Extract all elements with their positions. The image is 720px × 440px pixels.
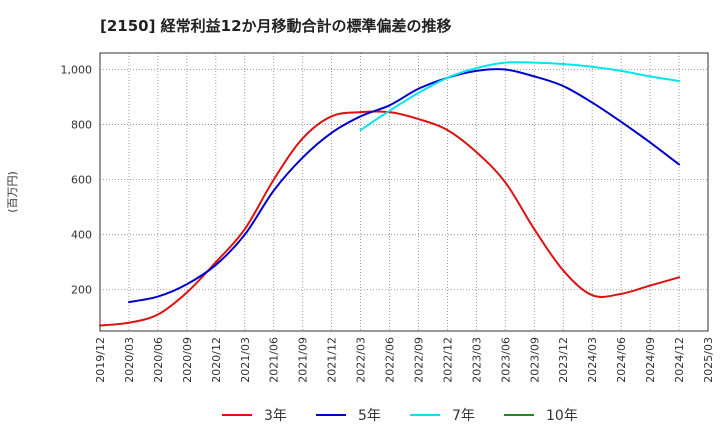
x-tick-label: 2020/12 — [210, 337, 223, 383]
series-line-0 — [99, 110, 681, 327]
x-tick-label: 2024/09 — [644, 337, 657, 383]
x-tick-label: 2023/03 — [470, 337, 483, 383]
series-line-2 — [359, 61, 681, 132]
x-tick-label: 2024/06 — [615, 337, 628, 383]
legend-label-3: 10年 — [546, 408, 578, 424]
x-tick-label: 2022/03 — [355, 337, 368, 383]
x-tick-label: 2023/06 — [499, 337, 512, 383]
x-tick-label: 2020/06 — [152, 337, 165, 383]
chart-title: [2150] 経常利益12か月移動合計の標準偏差の推移 — [100, 17, 452, 35]
x-tick-label: 2023/09 — [528, 337, 541, 383]
x-tick-label: 2021/06 — [268, 337, 281, 383]
x-tick-label: 2025/03 — [702, 337, 715, 383]
x-tick-label: 2019/12 — [94, 337, 107, 383]
legend-label-2: 7年 — [452, 408, 475, 424]
x-tick-label: 2022/09 — [412, 337, 425, 383]
y-tick-label: 400 — [71, 229, 92, 242]
x-tick-label: 2021/03 — [239, 337, 252, 383]
x-tick-label: 2024/12 — [673, 337, 686, 383]
plot-frame — [99, 52, 709, 332]
y-tick-label: 800 — [71, 119, 92, 132]
x-tick-label: 2020/09 — [181, 337, 194, 383]
y-tick-label: 600 — [71, 174, 92, 187]
series-layer — [99, 61, 681, 327]
x-tick-label: 2022/12 — [441, 337, 454, 383]
x-tick-label: 2021/09 — [297, 337, 310, 383]
legend: 3年 5年 7年 10年 — [222, 408, 578, 424]
x-tick-label: 2021/12 — [326, 337, 339, 383]
x-tick-label: 2024/03 — [586, 337, 599, 383]
y-axis-label: (百万円) — [6, 171, 19, 213]
legend-label-0: 3年 — [264, 408, 287, 424]
series-line-1 — [127, 68, 681, 304]
x-tick-label: 2022/06 — [384, 337, 397, 383]
y-tick-label: 1,000 — [61, 64, 93, 77]
y-tick-label: 200 — [71, 284, 92, 297]
x-tick-label: 2023/12 — [557, 337, 570, 383]
axis-layer: 2019/12 2020/03 2020/06 2020/09 2020/12 2021/… — [6, 52, 715, 383]
legend-label-1: 5年 — [358, 408, 381, 424]
x-tick-label: 2020/03 — [123, 337, 136, 383]
